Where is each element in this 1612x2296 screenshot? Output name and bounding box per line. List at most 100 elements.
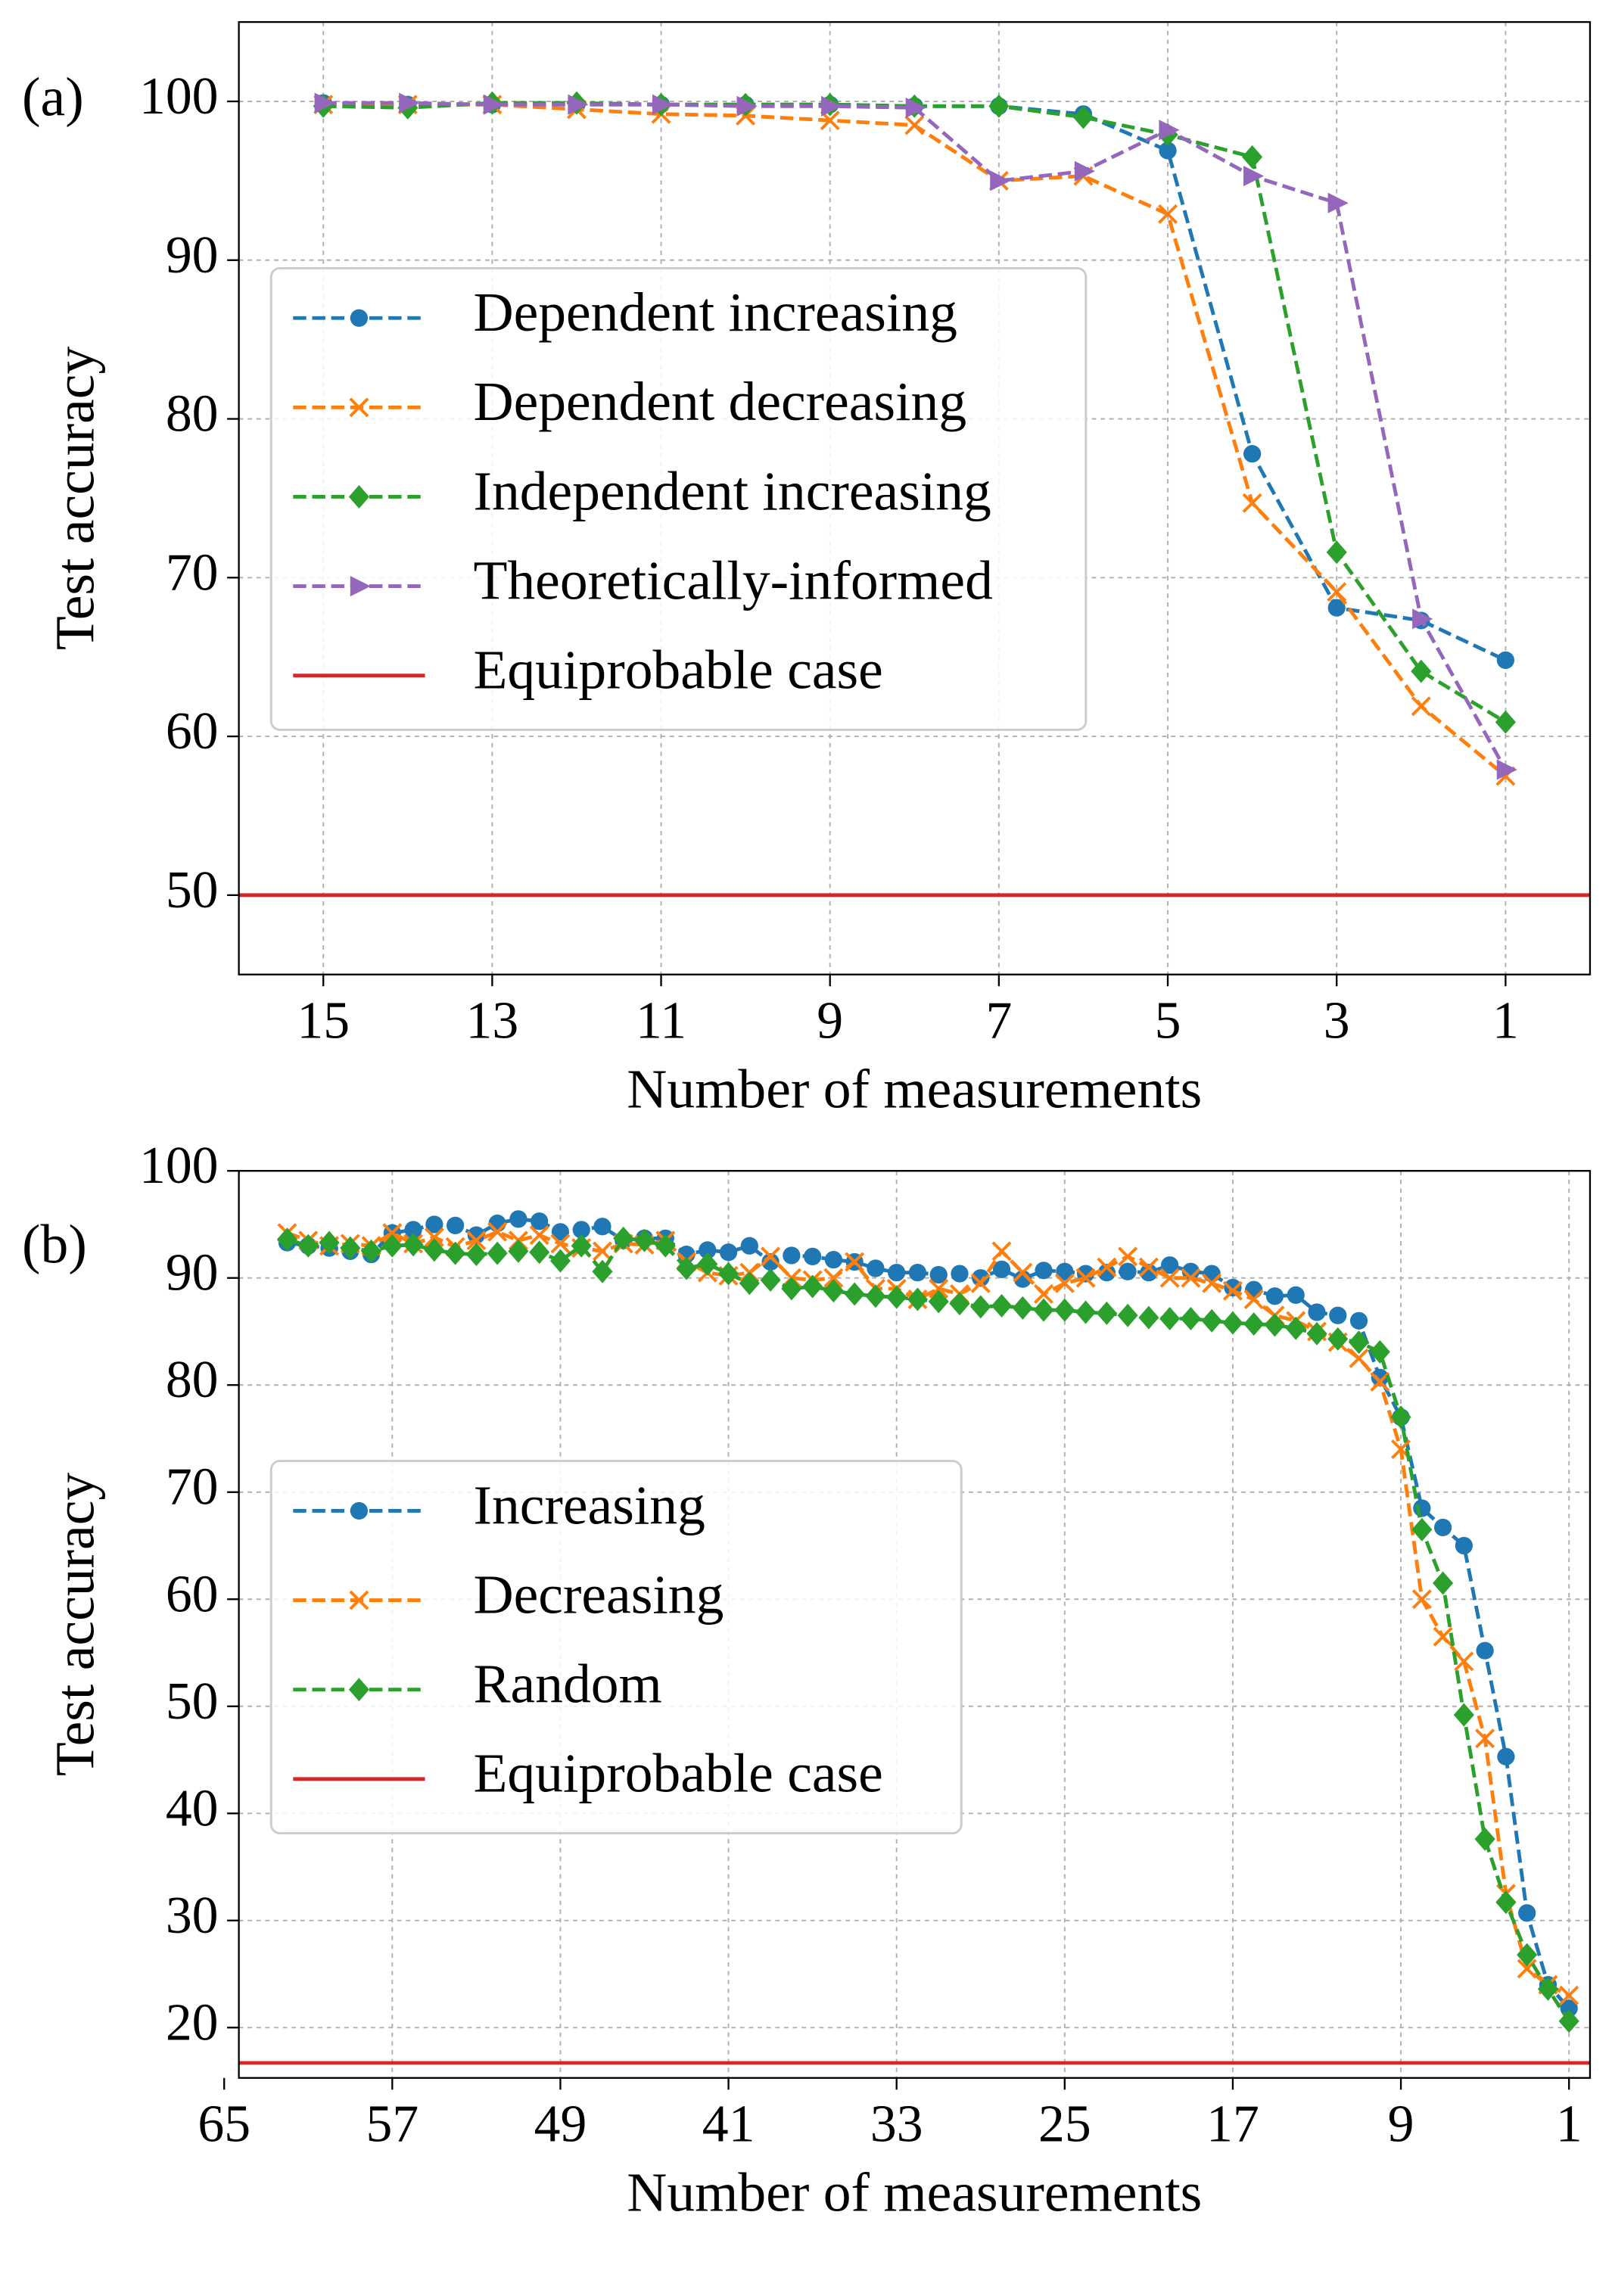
y-tick-label: 90 [166,1244,219,1302]
data-point [568,94,589,115]
data-point [1265,1287,1284,1305]
data-point [949,1292,970,1316]
data-point [483,94,504,115]
legend-label: Dependent increasing [473,281,957,343]
data-point [529,1225,549,1246]
data-point [1369,1339,1390,1364]
data-point [1455,1536,1473,1555]
x-tick-label: 25 [1038,2095,1091,2154]
y-tick-label: 20 [166,1993,219,2052]
data-point [1349,1348,1369,1368]
data-point [1222,1311,1243,1335]
data-point [718,1262,739,1286]
plot-frame [238,1170,1592,2079]
y-tick-label: 50 [166,861,219,919]
data-point [593,1218,612,1236]
x-tick-label: 65 [198,2095,251,2154]
x-axis-label: Number of measurements [627,2161,1202,2223]
data-point [1012,1296,1033,1320]
data-point [1390,1405,1411,1430]
y-tick-label: 60 [166,1565,219,1623]
data-point [592,1241,612,1262]
data-point [1308,1303,1326,1321]
data-point [1454,1651,1474,1672]
x-tick-label: 33 [870,2095,923,2154]
y-tick-label: 30 [166,1887,219,1945]
data-point [699,1241,717,1259]
data-point [970,1295,991,1319]
legend-marker [350,576,371,597]
data-point [1537,1977,1558,2001]
y-tick-label: 100 [139,1137,219,1195]
data-point [821,95,842,117]
data-point [403,1233,424,1257]
data-point [1413,1499,1431,1517]
data-point [905,97,926,118]
legend-label: Independent increasing [473,459,991,521]
data-point [1264,1313,1286,1337]
data-point [655,1234,676,1258]
data-point [951,1265,969,1283]
data-point [804,1247,822,1266]
data-point [1453,1703,1474,1727]
data-point [1054,1298,1075,1322]
data-point [1306,1321,1327,1346]
data-point [314,92,335,114]
data-point [1119,1262,1137,1280]
legend-box [269,1460,963,1834]
data-point [1074,160,1095,182]
data-point [404,1221,422,1239]
data-point [1433,1571,1454,1595]
data-point [319,1230,340,1255]
data-point [1495,710,1516,734]
data-point [445,1241,466,1265]
data-point [1180,1307,1201,1330]
data-point [1075,1268,1096,1288]
y-tick-label: 40 [166,1779,219,1837]
data-point [487,1241,508,1265]
data-point [736,95,758,117]
data-point [1558,2009,1579,2033]
data-point [424,1227,444,1247]
legend-marker [350,309,369,327]
data-point [865,1284,886,1308]
x-tick-label: 13 [466,992,519,1050]
legend-label: Random [473,1653,661,1715]
data-point [719,1243,738,1262]
data-point [988,94,1010,118]
data-point [1222,1280,1243,1301]
data-point [1518,1904,1536,1922]
legend-marker [350,1501,369,1520]
data-point [1329,1306,1347,1324]
data-point [1371,1368,1389,1386]
x-tick-label: 5 [1155,992,1181,1050]
data-point [1161,1256,1179,1274]
data-point [1075,1300,1097,1324]
data-point [1474,1827,1495,1851]
data-point [824,1251,843,1269]
data-point [676,1256,697,1280]
data-point [1495,1890,1517,1915]
data-point [1327,1327,1349,1351]
legend-label: Theoretically-informed [473,549,992,611]
data-point [697,1252,718,1276]
data-point [1243,1312,1265,1336]
legend-marker [348,484,369,509]
panel-label: (a) [22,65,84,127]
y-tick-label: 60 [166,702,219,761]
data-point [1242,493,1262,513]
y-axis-label: Test accuracy [43,347,105,651]
data-point [382,1223,403,1243]
plot-frame [238,20,1592,975]
legend-marker [349,1590,369,1610]
data-point [1497,1747,1515,1766]
data-point [1326,540,1347,565]
data-point [1327,192,1349,213]
data-point [1181,1262,1200,1280]
data-point [1159,1268,1180,1288]
data-point [1202,1273,1222,1293]
data-point [529,1240,550,1265]
x-tick-label: 3 [1324,992,1350,1050]
x-tick-label: 11 [636,992,686,1050]
legend-marker [348,1678,369,1702]
